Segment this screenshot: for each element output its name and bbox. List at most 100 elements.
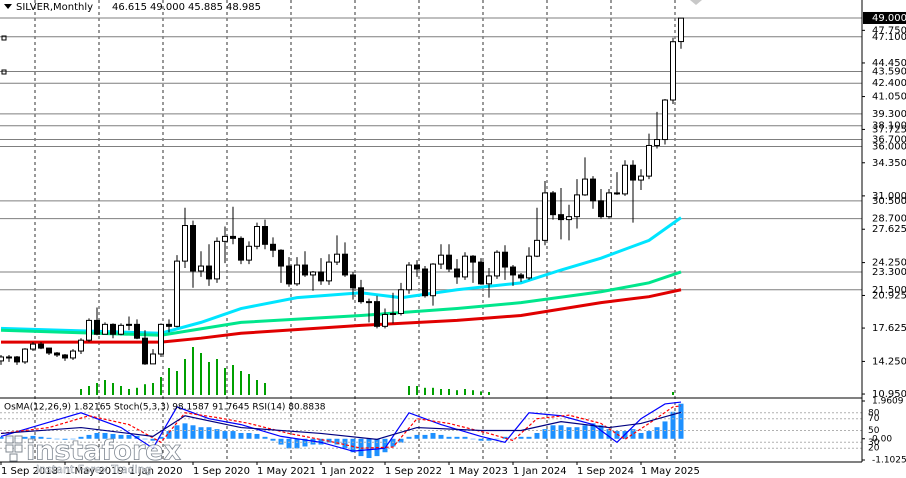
osma-bar: [526, 436, 532, 439]
osma-bar: [238, 432, 244, 439]
candle-body: [230, 235, 236, 239]
osma-bar: [534, 432, 540, 439]
sub-tick-label: 20: [868, 444, 880, 454]
candle-body: [422, 268, 428, 297]
candle-body: [222, 235, 228, 242]
osma-bar: [286, 438, 292, 449]
candle-body: [470, 255, 476, 263]
osma-bar: [102, 432, 108, 439]
candle-body: [574, 194, 580, 218]
osma-bar: [382, 438, 388, 453]
candle-body: [182, 225, 188, 262]
osma-bar: [590, 423, 596, 439]
osma-bar: [198, 427, 204, 439]
osma-bar: [86, 434, 92, 439]
candle-body: [286, 265, 292, 285]
watermark-logo: [5, 435, 23, 462]
y-tick-label: 20.925: [872, 290, 906, 301]
osma-bar: [614, 431, 620, 439]
header-values: 46.615 49.000 45.885 48.985: [112, 2, 261, 13]
candle-body: [566, 216, 572, 221]
osma-bar: [606, 429, 612, 439]
osma-bar: [78, 436, 84, 439]
candle-body: [414, 264, 420, 270]
osma-bar: [38, 436, 44, 439]
watermark-tagline: Instant Forex Trading: [36, 463, 152, 476]
candle-body: [318, 271, 324, 282]
candle-body: [486, 275, 492, 285]
candle-body: [102, 323, 108, 335]
candle-body: [110, 323, 116, 335]
watermark-name: instaforex: [26, 436, 181, 467]
collapse-icon[interactable]: [4, 4, 12, 9]
osma-bar: [406, 436, 412, 439]
candle-body: [398, 289, 404, 314]
osma-bar: [542, 429, 548, 439]
osma-bar: [478, 438, 484, 441]
candle-body: [94, 319, 100, 335]
candle-body: [46, 347, 52, 354]
osma-bar: [62, 438, 68, 440]
sub-tick-label: 50: [868, 426, 880, 436]
candle-body: [534, 239, 540, 257]
candle-body: [134, 323, 140, 339]
osma-bar: [598, 425, 604, 439]
candle-body: [70, 350, 76, 359]
candle-body: [670, 41, 676, 101]
candle-body: [638, 175, 644, 181]
candle-body: [358, 287, 364, 303]
osma-bar: [126, 434, 132, 439]
oscillator-line: [0, 411, 682, 440]
osma-bar: [638, 432, 644, 439]
osma-bar: [246, 432, 252, 439]
candle-body: [326, 261, 332, 282]
candle-body: [494, 251, 500, 277]
candle-body: [0, 356, 4, 362]
candle-body: [582, 178, 588, 196]
candle-body: [270, 243, 276, 251]
candle-body: [198, 265, 204, 272]
header-value: 48.985: [226, 2, 261, 13]
header-value: 45.885: [188, 2, 223, 13]
indicator-legend: OsMA(12,26,9) 1.82165 Stoch(5,3,3) 98.15…: [4, 403, 326, 413]
candle-body: [518, 274, 524, 279]
y-tick-label: 31.000: [872, 191, 906, 202]
osma-bar: [510, 438, 516, 440]
osma-bar: [550, 425, 556, 439]
y-tick-label: 14.250: [872, 356, 906, 367]
x-tick-label: 1 Sep 2024: [577, 466, 634, 477]
header-value: 49.000: [150, 2, 185, 13]
level-label: 47.100: [872, 32, 906, 43]
y-tick-label: 27.625: [872, 224, 906, 235]
candle-body: [206, 265, 212, 280]
osma-bar: [494, 438, 500, 440]
osma-bar: [190, 425, 196, 439]
y-tick-label: 44.450: [872, 58, 906, 69]
osma-bar: [646, 431, 652, 439]
candle-body: [630, 164, 636, 181]
level-label: 30.500: [872, 196, 906, 207]
candle-body: [478, 261, 484, 285]
candle-layer: [0, 17, 684, 365]
price-label-box: [863, 11, 906, 24]
x-tick-label: 1 May 2021: [257, 466, 316, 477]
header-value: 46.615: [112, 2, 147, 13]
osma-bar: [654, 427, 660, 439]
candle-body: [142, 337, 148, 365]
level-label: 36.700: [872, 135, 906, 146]
x-tick-label: 1 Jan 2022: [321, 466, 375, 477]
candle-body: [598, 200, 604, 218]
level-label: 36.000: [872, 141, 906, 152]
candle-body: [14, 356, 20, 363]
candle-body: [350, 274, 356, 289]
candle-body: [6, 356, 12, 359]
osma-bar: [462, 436, 468, 439]
osma-bar: [30, 435, 36, 439]
x-tick-label: 1 Jan 2024: [513, 466, 567, 477]
candle-body: [526, 255, 532, 279]
shift-marker: [690, 0, 702, 5]
osma-bar: [414, 434, 420, 439]
candle-body: [118, 324, 124, 335]
chart-title: SILVER,Monthly: [16, 2, 93, 13]
